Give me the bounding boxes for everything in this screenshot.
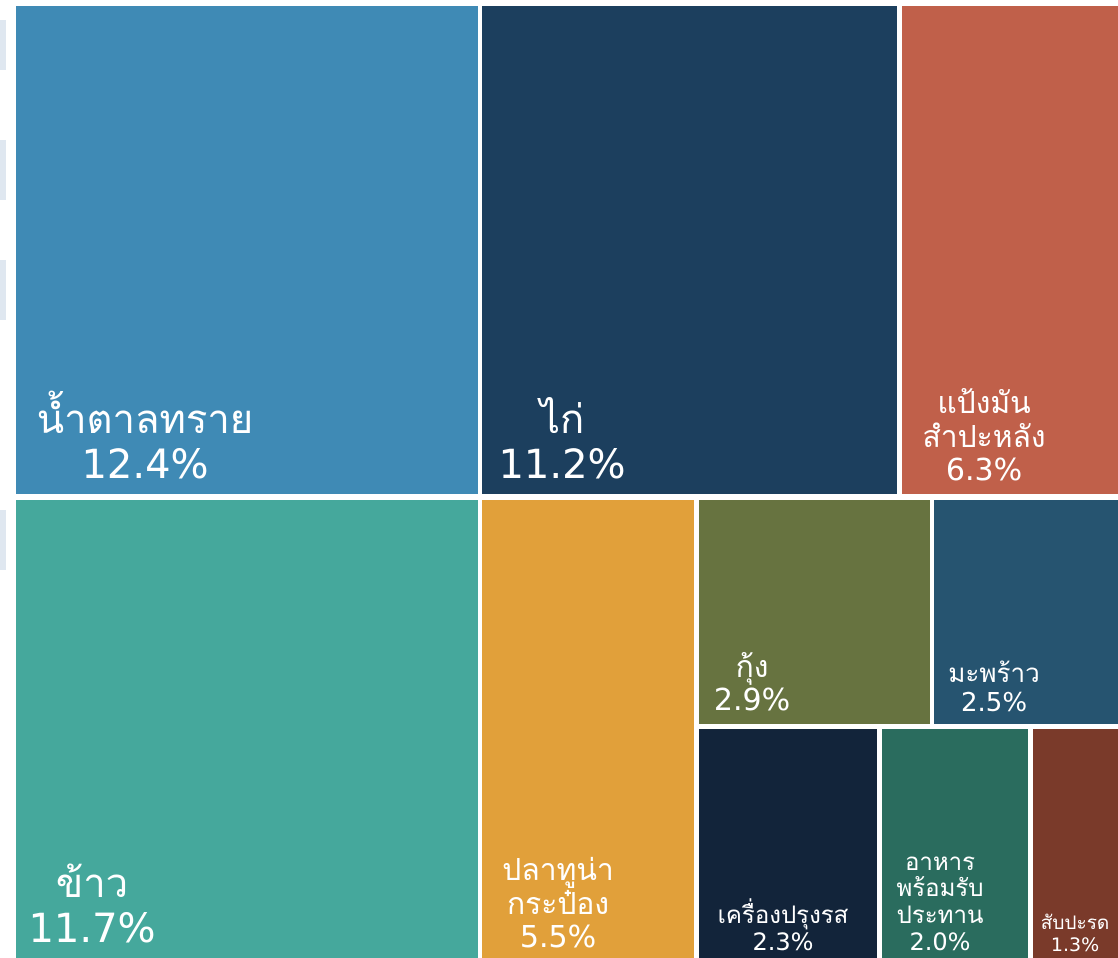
category-label: แป้งมัน สำปะหลัง	[922, 386, 1046, 455]
tile	[16, 500, 478, 958]
tile	[482, 500, 694, 958]
tile-label: สับปะรด 1.3%	[1041, 913, 1109, 956]
value-label: 2.9%	[713, 683, 791, 719]
category-label: น้ำตาลทราย	[36, 397, 254, 444]
value-label: 1.3%	[1050, 933, 1100, 956]
tile-label: อาหาร พร้อมรับ ประทาน 2.0%	[896, 847, 984, 957]
category-label: อาหาร พร้อมรับ ประทาน	[896, 847, 984, 930]
value-label: 11.2%	[498, 442, 626, 489]
category-label: ปลาทูน่า กระป๋อง	[502, 853, 614, 922]
edge-strip	[0, 140, 6, 200]
value-label: 11.7%	[28, 906, 156, 953]
value-label: 6.3%	[945, 453, 1023, 489]
tile	[699, 729, 877, 958]
tile-label: แป้งมัน สำปะหลัง 6.3%	[922, 387, 1045, 488]
tile	[699, 500, 930, 724]
category-label: ข้าว	[55, 861, 129, 908]
tile	[934, 500, 1118, 724]
edge-strip	[0, 20, 6, 70]
category-label: เครื่องปรุงรส	[717, 901, 849, 930]
category-label: สับปะรด	[1040, 912, 1110, 935]
tile-label: กุ้ง 2.9%	[714, 651, 790, 718]
tile-label: ไก่ 11.2%	[498, 398, 625, 488]
tile-label: มะพร้าว 2.5%	[948, 658, 1040, 718]
tile	[882, 729, 1028, 958]
value-label: 5.5%	[519, 920, 597, 956]
value-label: 12.4%	[81, 442, 209, 489]
value-label: 2.3%	[752, 928, 814, 957]
tile-label: เครื่องปรุงรส 2.3%	[718, 902, 849, 956]
category-label: ไก่	[539, 397, 585, 444]
category-label: มะพร้าว	[948, 658, 1040, 689]
tile	[16, 6, 478, 494]
tile	[482, 6, 897, 494]
tile-label: ปลาทูน่า กระป๋อง 5.5%	[502, 854, 613, 955]
category-label: กุ้ง	[735, 649, 769, 685]
value-label: 2.0%	[909, 928, 971, 957]
tile	[902, 6, 1118, 494]
tile-label: ข้าว 11.7%	[28, 862, 155, 952]
tile	[1033, 729, 1118, 958]
value-label: 2.5%	[960, 687, 1028, 718]
edge-strip	[0, 260, 6, 320]
edge-strip	[0, 510, 6, 570]
tile-label: น้ำตาลทราย 12.4%	[37, 398, 254, 488]
